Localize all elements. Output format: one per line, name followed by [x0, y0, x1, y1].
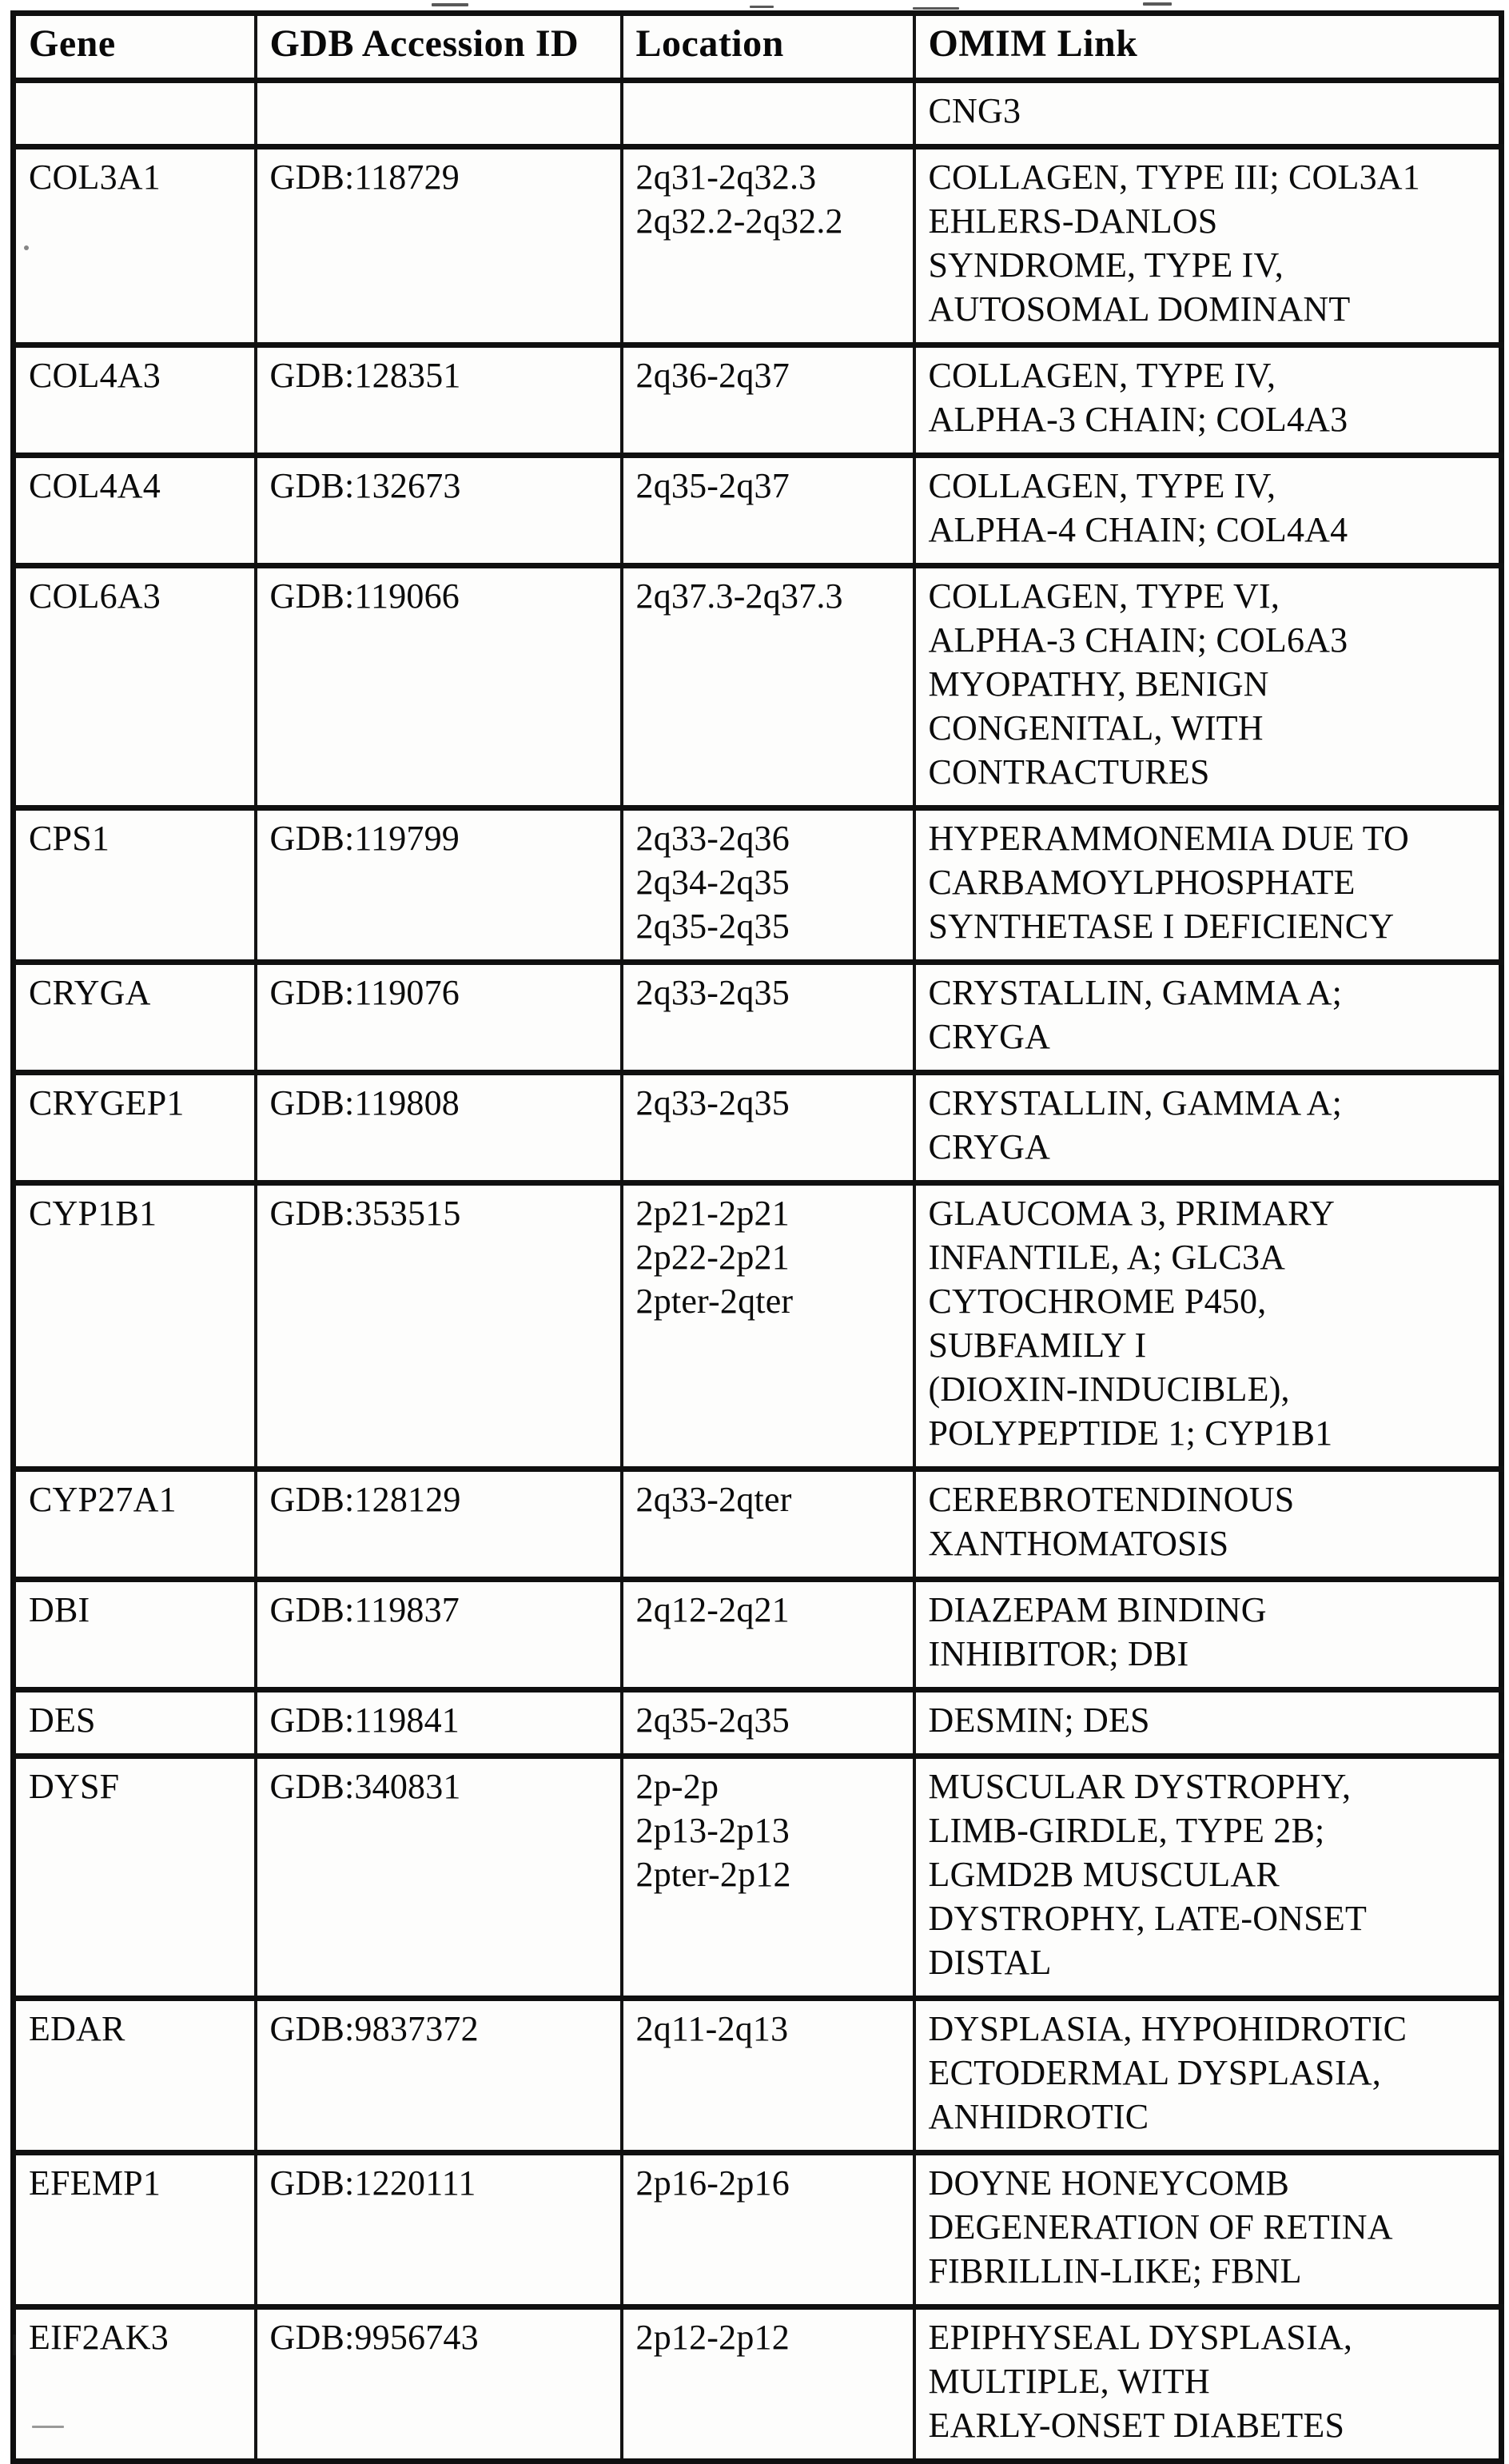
gene-cell: DYSF — [11, 1753, 257, 2001]
gene-cell: CRYGEP1 — [11, 1070, 257, 1186]
table-row: COL3A1 GDB:118729 2q31-2q32.3 2q32.2-2q3… — [11, 144, 1503, 348]
table-row: CYP1B1 GDB:353515 2p21-2p21 2p22-2p21 2p… — [11, 1180, 1503, 1472]
table-row: CYP27A1 GDB:128129 2q33-2qter CEREBROTEN… — [11, 1466, 1503, 1582]
gene-cell: CYP27A1 — [11, 1466, 257, 1582]
scan-speck — [750, 6, 774, 8]
gdb-accession-cell: GDB:1220111 — [253, 2150, 623, 2310]
omim-link-cell: DESMIN; DES — [912, 1687, 1503, 1759]
gene-cell: CYP1B1 — [11, 1180, 257, 1472]
gdb-accession-cell: GDB:119837 — [253, 1577, 623, 1693]
gdb-accession-cell: GDB:9956743 — [253, 2304, 623, 2464]
gdb-accession-cell: GDB:118729 — [253, 144, 623, 348]
gene-cell: CRYGA — [11, 959, 257, 1075]
gene-cell: COL6A3 — [11, 563, 257, 811]
table-row: EIF2AK3 GDB:9956743 2p12-2p12 EPIPHYSEAL… — [11, 2304, 1503, 2464]
gdb-accession-cell: GDB:128129 — [253, 1466, 623, 1582]
table-row: COL6A3 GDB:119066 2q37.3-2q37.3 COLLAGEN… — [11, 563, 1503, 811]
gdb-accession-cell: GDB:119841 — [253, 1687, 623, 1759]
location-cell: 2p21-2p21 2p22-2p21 2pter-2qter — [619, 1180, 916, 1472]
gdb-accession-cell: GDB:119799 — [253, 805, 623, 965]
table-row: EFEMP1 GDB:1220111 2p16-2p16 DOYNE HONEY… — [11, 2150, 1503, 2310]
gdb-accession-cell: GDB:132673 — [253, 453, 623, 568]
header-row: Gene GDB Accession ID Location OMIM Link — [11, 10, 1503, 83]
omim-link-cell: EPIPHYSEAL DYSPLASIA, MULTIPLE, WITH EAR… — [912, 2304, 1503, 2464]
location-cell: 2q33-2q35 — [619, 1070, 916, 1186]
gdb-accession-cell: GDB:340831 — [253, 1753, 623, 2001]
location-cell: 2q35-2q35 — [619, 1687, 916, 1759]
table-row: CPS1 GDB:119799 2q33-2q36 2q34-2q35 2q35… — [11, 805, 1503, 965]
scanned-page: Gene GDB Accession ID Location OMIM Link… — [10, 10, 1504, 2464]
omim-link-cell: GLAUCOMA 3, PRIMARY INFANTILE, A; GLC3A … — [912, 1180, 1503, 1472]
scan-speck — [432, 3, 468, 6]
omim-link-cell: HYPERAMMONEMIA DUE TO CARBAMOYLPHOSPHATE… — [912, 805, 1503, 965]
omim-link-cell: MUSCULAR DYSTROPHY, LIMB-GIRDLE, TYPE 2B… — [912, 1753, 1503, 2001]
column-header-gdb-accession-id: GDB Accession ID — [253, 10, 623, 83]
table-row: COL4A4 GDB:132673 2q35-2q37 COLLAGEN, TY… — [11, 453, 1503, 568]
location-cell: 2q31-2q32.3 2q32.2-2q32.2 — [619, 144, 916, 348]
gdb-accession-cell: GDB:119808 — [253, 1070, 623, 1186]
table-row: COL4A3 GDB:128351 2q36-2q37 COLLAGEN, TY… — [11, 342, 1503, 458]
table-row: DBI GDB:119837 2q12-2q21 DIAZEPAM BINDIN… — [11, 1577, 1503, 1693]
omim-link-cell: CEREBROTENDINOUS XANTHOMATOSIS — [912, 1466, 1503, 1582]
column-header-location: Location — [619, 10, 916, 83]
gdb-accession-cell: GDB:119076 — [253, 959, 623, 1075]
location-cell: 2q35-2q37 — [619, 453, 916, 568]
gene-cell: DES — [11, 1687, 257, 1759]
table-row: DYSF GDB:340831 2p-2p 2p13-2p13 2pter-2p… — [11, 1753, 1503, 2001]
location-cell: 2q33-2q35 — [619, 959, 916, 1075]
gene-cell: EFEMP1 — [11, 2150, 257, 2310]
gdb-accession-cell: GDB:128351 — [253, 342, 623, 458]
gene-cell: COL3A1 — [11, 144, 257, 348]
omim-link-cell: DIAZEPAM BINDING INHIBITOR; DBI — [912, 1577, 1503, 1693]
gene-cell: DBI — [11, 1577, 257, 1693]
gene-cell: COL4A4 — [11, 453, 257, 568]
location-cell: 2p16-2p16 — [619, 2150, 916, 2310]
location-cell: 2q37.3-2q37.3 — [619, 563, 916, 811]
gene-cell — [11, 78, 257, 150]
location-cell: 2p-2p 2p13-2p13 2pter-2p12 — [619, 1753, 916, 2001]
location-cell: 2q36-2q37 — [619, 342, 916, 458]
column-header-gene: Gene — [11, 10, 257, 83]
gene-table-header: Gene GDB Accession ID Location OMIM Link — [11, 10, 1503, 83]
table-row: CRYGEP1 GDB:119808 2q33-2q35 CRYSTALLIN,… — [11, 1070, 1503, 1186]
location-cell: 2q12-2q21 — [619, 1577, 916, 1693]
table-row: EDAR GDB:9837372 2q11-2q13 DYSPLASIA, HY… — [11, 1996, 1503, 2155]
omim-link-cell: CNG3 — [912, 78, 1503, 150]
scan-speck — [32, 2426, 64, 2428]
gene-cell: COL4A3 — [11, 342, 257, 458]
scan-speck — [13, 2334, 16, 2355]
gdb-accession-cell — [253, 78, 623, 150]
omim-link-cell: DYSPLASIA, HYPOHIDROTIC ECTODERMAL DYSPL… — [912, 1996, 1503, 2155]
omim-link-cell: CRYSTALLIN, GAMMA A; CRYGA — [912, 1070, 1503, 1186]
location-cell: 2q11-2q13 — [619, 1996, 916, 2155]
table-row: CNG3 — [11, 78, 1503, 150]
location-cell — [619, 78, 916, 150]
gene-table: Gene GDB Accession ID Location OMIM Link… — [10, 10, 1504, 2464]
omim-link-cell: COLLAGEN, TYPE IV, ALPHA-4 CHAIN; COL4A4 — [912, 453, 1503, 568]
gene-cell: CPS1 — [11, 805, 257, 965]
location-cell: 2p12-2p12 — [619, 2304, 916, 2464]
location-cell: 2q33-2q36 2q34-2q35 2q35-2q35 — [619, 805, 916, 965]
gene-cell: EDAR — [11, 1996, 257, 2155]
omim-link-cell: COLLAGEN, TYPE IV, ALPHA-3 CHAIN; COL4A3 — [912, 342, 1503, 458]
scan-speck — [1143, 2, 1172, 6]
gene-cell: EIF2AK3 — [11, 2304, 257, 2464]
omim-link-cell: COLLAGEN, TYPE VI, ALPHA-3 CHAIN; COL6A3… — [912, 563, 1503, 811]
gdb-accession-cell: GDB:353515 — [253, 1180, 623, 1472]
table-row: DES GDB:119841 2q35-2q35 DESMIN; DES — [11, 1687, 1503, 1759]
gene-table-body: CNG3 COL3A1 GDB:118729 2q31-2q32.3 2q32.… — [11, 78, 1503, 2464]
scan-speck — [913, 7, 959, 10]
column-header-omim-link: OMIM Link — [912, 10, 1503, 83]
omim-link-cell: CRYSTALLIN, GAMMA A; CRYGA — [912, 959, 1503, 1075]
omim-link-cell: COLLAGEN, TYPE III; COL3A1 EHLERS-DANLOS… — [912, 144, 1503, 348]
scan-speck — [24, 245, 29, 250]
location-cell: 2q33-2qter — [619, 1466, 916, 1582]
gdb-accession-cell: GDB:9837372 — [253, 1996, 623, 2155]
omim-link-cell: DOYNE HONEYCOMB DEGENERATION OF RETINA F… — [912, 2150, 1503, 2310]
table-row: CRYGA GDB:119076 2q33-2q35 CRYSTALLIN, G… — [11, 959, 1503, 1075]
gdb-accession-cell: GDB:119066 — [253, 563, 623, 811]
